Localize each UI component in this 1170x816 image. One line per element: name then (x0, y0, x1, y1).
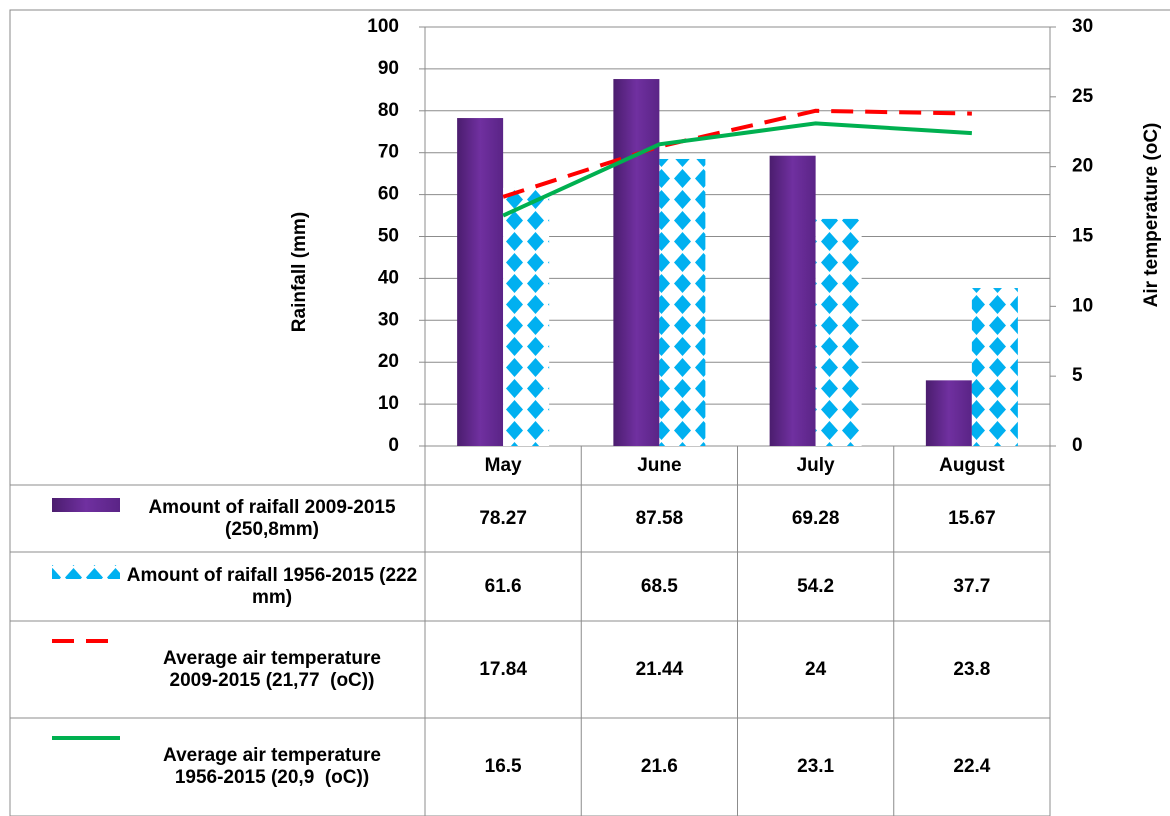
table-value: 22.4 (953, 756, 991, 777)
y-axis-title: Rainfall (mm) (289, 212, 310, 332)
bar (769, 155, 816, 446)
y-tick-label: 70 (378, 142, 399, 163)
table-value: 37.7 (953, 575, 991, 597)
table-value: 21.44 (635, 658, 684, 680)
y2-tick-label: 20 (1072, 156, 1093, 177)
table-value: 21.6 (640, 756, 678, 777)
y-tick-label: 50 (378, 226, 399, 247)
table-value: 54.2 (797, 575, 835, 597)
x-tick-label: July (796, 454, 835, 476)
y2-tick-label: 30 (1072, 16, 1093, 37)
table-value: 78.27 (479, 507, 527, 529)
line (502, 121, 972, 218)
legend-swatch (52, 498, 120, 512)
table-value: 17.84 (479, 658, 527, 680)
y-tick-label: 10 (378, 393, 399, 414)
table-value: 23.1 (797, 756, 835, 777)
y-tick-label: 100 (367, 16, 399, 37)
bar (613, 79, 660, 447)
y2-tick-label: 25 (1072, 86, 1094, 107)
y-tick-label: 30 (378, 309, 399, 330)
bar (925, 380, 972, 446)
legend-label: Average air temperature 1956-2015 (20,9 … (163, 745, 387, 788)
legend-label: Average air temperature 2009-2015 (21,77… (163, 647, 387, 691)
y-tick-label: 0 (388, 435, 399, 456)
y-tick-label: 20 (378, 351, 399, 372)
y-tick-label: 90 (378, 58, 399, 79)
table-value: 61.6 (484, 575, 522, 597)
legend-label: Amount of raifall 1956-2015 (222 mm) (126, 564, 423, 608)
table-value: 69.28 (791, 507, 840, 529)
table-value: 68.5 (640, 575, 678, 597)
bar (971, 288, 1018, 446)
table-value: 16.5 (484, 756, 522, 777)
legend-swatch (52, 565, 120, 579)
y-tick-label: 80 (378, 100, 399, 121)
y-tick-label: 60 (378, 184, 399, 205)
table-value: 87.58 (635, 507, 684, 529)
table-value: 15.67 (948, 507, 996, 529)
bar (503, 187, 550, 446)
y-tick-label: 40 (378, 267, 399, 288)
bar (815, 218, 862, 446)
x-tick-label: August (939, 454, 1005, 476)
y2-tick-label: 15 (1072, 226, 1094, 247)
x-tick-label: June (637, 454, 682, 476)
line (502, 108, 972, 199)
frame (9, 9, 1170, 816)
legend-label: Amount of raifall 2009-2015 (250,8mm) (148, 496, 401, 540)
x-tick-label: May (484, 454, 522, 476)
y2-axis-title: Air temperature (oC) (1141, 123, 1162, 308)
table-value: 24 (805, 658, 827, 680)
table-value: 23.8 (953, 658, 991, 680)
y2-tick-label: 10 (1072, 295, 1093, 316)
y2-tick-label: 0 (1072, 435, 1083, 456)
y2-tick-label: 5 (1072, 365, 1083, 386)
bar (659, 158, 706, 447)
bar (457, 118, 504, 446)
